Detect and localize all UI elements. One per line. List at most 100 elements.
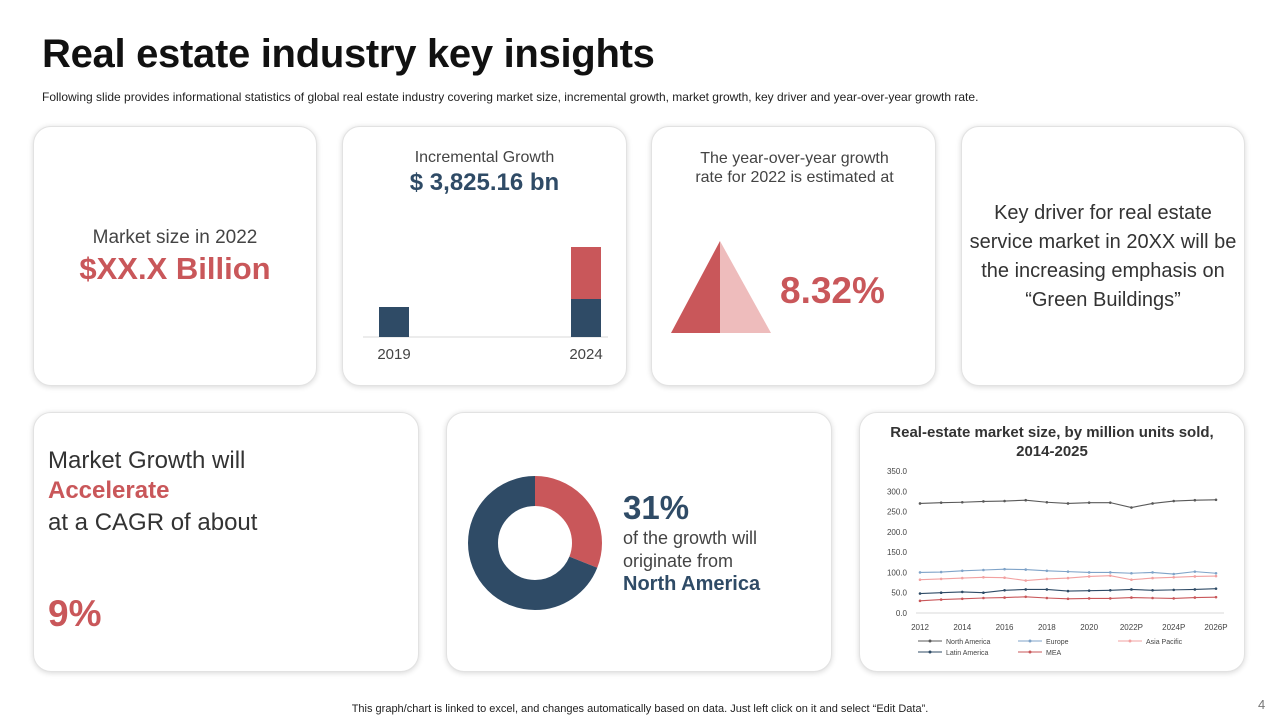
series-point <box>1066 502 1070 505</box>
growth-origin-card[interactable]: 31% of the growth will originate from No… <box>446 412 832 672</box>
series-point <box>1108 588 1112 592</box>
series-point <box>918 599 922 603</box>
series-point <box>918 571 922 574</box>
series-point <box>1003 588 1006 592</box>
series-point <box>960 500 964 504</box>
series-point <box>1066 576 1070 580</box>
series-point <box>1193 570 1197 573</box>
x-tick-label: 2020 <box>1080 623 1098 632</box>
series-point <box>1024 588 1028 591</box>
y-tick-label: 50.0 <box>891 589 907 598</box>
pyramid-left-face <box>671 241 720 333</box>
series-point <box>1151 596 1154 600</box>
series-point <box>960 569 964 573</box>
legend-label: North America <box>946 639 990 646</box>
market-growth-line1: Market Growth will <box>48 447 246 474</box>
y-tick-label: 350.0 <box>887 467 908 476</box>
series-point <box>982 591 985 595</box>
market-size-card[interactable]: Market size in 2022 $XX.X Billion <box>33 126 317 386</box>
y-tick-label: 100.0 <box>887 568 908 577</box>
line-chart-title: Real-estate market size, by million unit… <box>890 424 1214 460</box>
y-tick-label: 300.0 <box>887 487 908 496</box>
series-point <box>939 591 943 595</box>
donut-slice-rest-of-world <box>468 476 602 610</box>
legend-swatch-marker <box>1128 639 1132 643</box>
legend-label: Europe <box>1046 639 1069 646</box>
x-tick-label: 2026P <box>1204 623 1227 632</box>
series-point <box>1214 498 1218 502</box>
series-point <box>1130 596 1133 599</box>
growth-origin-line1: of the growth will <box>623 528 758 548</box>
x-tick-label: 2016 <box>996 623 1014 632</box>
market-growth-line3: at a CAGR of about <box>48 509 258 536</box>
market-size-chart-card[interactable]: Real-estate market size, by million unit… <box>859 412 1245 672</box>
market-growth-card[interactable]: Market Growth will Accelerate at a CAGR … <box>33 412 419 672</box>
x-tick-label: 2022P <box>1120 623 1143 632</box>
series-point <box>1003 596 1006 599</box>
series-point <box>982 575 985 579</box>
series-point <box>1151 502 1154 505</box>
series-point <box>1024 579 1028 582</box>
x-tick-label: 2014 <box>953 623 971 632</box>
yoy-growth-value: 8.32% <box>780 270 885 311</box>
series-point <box>1045 596 1049 600</box>
series-point <box>1024 498 1028 502</box>
legend-swatch-marker <box>928 639 932 643</box>
growth-origin-text: of the growth will originate from <box>623 527 823 573</box>
market-size-line-chart[interactable]: 0.0 50.0 100.0 150.0 200.0 250.0 300.0 350.0 201… <box>860 413 1245 672</box>
series-point <box>1172 572 1176 576</box>
market-size-label: Market size in 2022 <box>92 227 258 248</box>
series-point <box>1087 597 1091 600</box>
x-tick-label: 2024P <box>1162 623 1185 632</box>
series-point <box>918 592 922 595</box>
slide-subtitle: Following slide provides informational s… <box>42 90 979 104</box>
series-point <box>1087 571 1091 574</box>
series-point <box>1214 571 1218 575</box>
series-point <box>960 576 964 580</box>
yoy-label-line1: The year-over-year growth <box>700 150 889 167</box>
series-point <box>1172 499 1176 503</box>
series-point <box>939 598 943 601</box>
series-point <box>1108 574 1112 577</box>
series-point <box>1045 569 1049 573</box>
yoy-label-line2: rate for 2022 is estimated at <box>695 169 894 186</box>
bar-category-label: 2024 <box>569 346 602 363</box>
series-point <box>1151 588 1154 592</box>
series-point <box>1045 500 1049 504</box>
series-point <box>1172 575 1176 579</box>
growth-origin-donut-chart[interactable] <box>447 413 832 672</box>
series-point <box>1193 575 1197 578</box>
bar-2024-base <box>571 299 601 337</box>
series-point <box>1087 575 1091 578</box>
series-point <box>1151 576 1154 580</box>
y-tick-label: 200.0 <box>887 528 908 537</box>
series-point <box>1214 587 1218 590</box>
bar-category-label: 2019 <box>377 346 410 363</box>
key-driver-text: Key driver for real estate service marke… <box>969 202 1237 311</box>
series-point <box>1193 596 1197 599</box>
series-point <box>939 577 943 581</box>
series-point <box>1066 589 1070 593</box>
series-point <box>982 500 985 503</box>
legend-label: MEA <box>1046 650 1062 657</box>
bar-2019-base <box>379 307 409 337</box>
key-driver-card[interactable]: Key driver for real estate service marke… <box>961 126 1245 386</box>
series-point <box>982 568 985 572</box>
series-point <box>1108 501 1112 504</box>
yoy-growth-card[interactable]: The year-over-year growth rate for 2022 … <box>651 126 936 386</box>
series-point <box>1003 499 1006 503</box>
market-growth-highlight: Accelerate <box>48 477 170 504</box>
incremental-growth-bar-chart[interactable]: 2019 2024 <box>343 127 627 386</box>
yoy-growth-label: The year-over-year growth rate for 2022 … <box>672 149 917 187</box>
series-point <box>982 596 985 600</box>
series-point <box>1151 571 1154 574</box>
series-point <box>960 590 964 594</box>
series-point <box>1045 588 1049 591</box>
legend-swatch-marker <box>1028 639 1032 643</box>
incremental-growth-label: Incremental Growth <box>414 149 555 166</box>
incremental-growth-card[interactable]: Incremental Growth $ 3,825.16 bn 2019 202… <box>342 126 627 386</box>
series-point <box>918 502 922 505</box>
series-point <box>1066 570 1070 573</box>
series-point <box>1045 577 1049 581</box>
series-point <box>1087 501 1091 504</box>
